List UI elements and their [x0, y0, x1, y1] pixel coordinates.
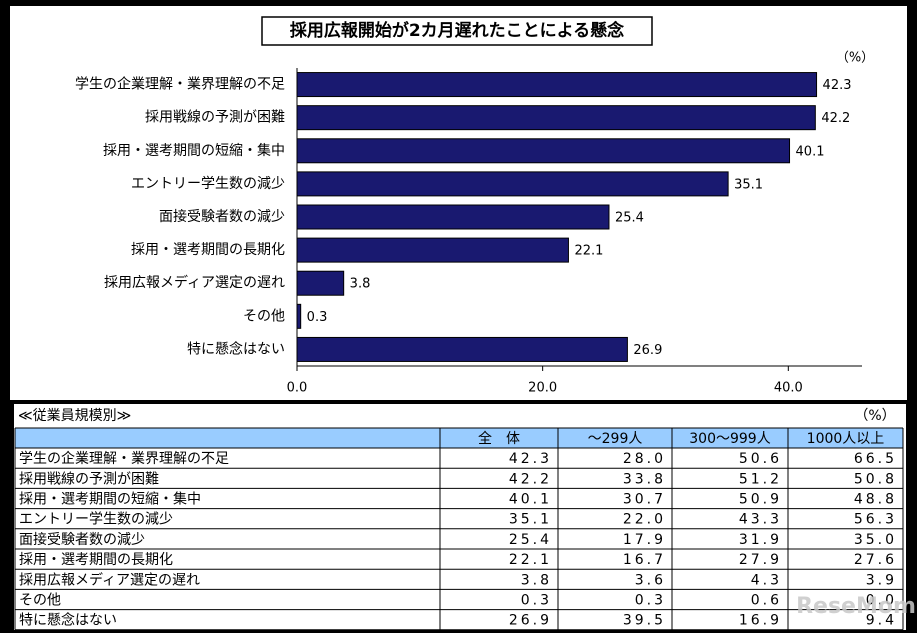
x-tick-label: 0.0 [287, 381, 308, 396]
chart-panel [10, 6, 907, 400]
cell-value: 16.7 [623, 552, 666, 568]
value-label: 26.9 [633, 343, 662, 358]
watermark: ReseMom [796, 594, 916, 619]
category-label: 学生の企業理解・業界理解の不足 [75, 76, 285, 93]
title-box [261, 16, 653, 46]
value-label: 3.8 [350, 277, 371, 292]
cell-value: 3.6 [635, 572, 666, 588]
column-header: ～299人 [588, 431, 643, 447]
bar [296, 237, 569, 263]
category-label: 採用・選考期間の長期化 [131, 242, 285, 258]
table-caption: ≪従業員規模別≫ [18, 408, 131, 424]
bar [296, 105, 816, 131]
cell-value: 50.8 [854, 471, 897, 487]
bar [296, 171, 729, 197]
value-label: 42.3 [823, 78, 852, 93]
bar [296, 270, 345, 296]
category-label: 採用戦線の予測が困難 [145, 110, 285, 126]
cell-value: 4.3 [751, 572, 782, 588]
cell-value: 31.9 [739, 532, 782, 548]
cell-value: 0.0 [866, 593, 897, 609]
cell-value: 35.0 [854, 532, 897, 548]
cell-value: 42.2 [509, 471, 552, 487]
x-tick-label: 20.0 [528, 381, 557, 396]
bar [296, 204, 610, 230]
category-label: 採用広報メディア選定の遅れ [104, 274, 285, 291]
value-label: 22.1 [574, 244, 603, 259]
bar [296, 72, 818, 98]
cell-value: 22.1 [509, 552, 552, 568]
value-label: 42.2 [821, 111, 850, 126]
cell-value: 50.6 [739, 451, 782, 467]
header-row [15, 428, 903, 448]
cell-value: 27.9 [739, 552, 782, 568]
value-label: 25.4 [615, 211, 644, 226]
cell-value: 3.9 [866, 572, 897, 588]
cell-value: 28.0 [623, 451, 666, 467]
cell-value: 9.4 [866, 613, 897, 629]
chart-title: 採用広報開始が2カ月遅れたことによる懸念 [290, 20, 624, 41]
bar [296, 138, 791, 164]
unit-label: （%） [836, 51, 874, 66]
cell-value: 16.9 [739, 613, 782, 629]
value-label: 0.3 [307, 310, 328, 325]
column-header: 1000人以上 [807, 431, 885, 447]
cell-value: 66.5 [854, 451, 897, 467]
row-label: 面接受験者数の減少 [19, 531, 145, 548]
row-label: 特に懸念はない [19, 612, 117, 629]
cell-value: 17.9 [623, 532, 666, 548]
row-label: 学生の企業理解・業界理解の不足 [19, 450, 229, 467]
cell-value: 0.3 [635, 593, 666, 609]
cell-value: 35.1 [509, 512, 552, 528]
category-label: 面接受験者数の減少 [159, 208, 285, 225]
value-label: 35.1 [734, 177, 763, 192]
cell-value: 51.2 [739, 471, 782, 487]
cell-value: 50.9 [739, 492, 782, 508]
cell-value: 40.1 [509, 492, 552, 508]
row-label: エントリー学生数の減少 [19, 511, 173, 528]
cell-value: 22.0 [623, 512, 666, 528]
cell-value: 27.6 [854, 552, 897, 568]
category-label: 特に懸念はない [187, 340, 285, 357]
column-header: 300～999人 [689, 431, 770, 447]
cell-value: 0.3 [521, 593, 552, 609]
row-label: 採用・選考期間の長期化 [19, 552, 173, 568]
cell-value: 3.8 [521, 572, 552, 588]
value-label: 40.1 [796, 144, 825, 159]
row-label: 採用広報メディア選定の遅れ [19, 571, 200, 588]
cell-value: 26.9 [509, 613, 552, 629]
cell-value: 33.8 [623, 471, 666, 487]
x-tick-label: 40.0 [774, 381, 803, 396]
cell-value: 48.8 [854, 492, 897, 508]
cell-value: 43.3 [739, 512, 782, 528]
row-label: 採用・選考期間の短縮・集中 [19, 491, 201, 508]
category-label: エントリー学生数の減少 [131, 175, 285, 192]
category-label: その他 [243, 308, 285, 324]
row-label: 採用戦線の予測が困難 [19, 471, 159, 487]
cell-value: 0.6 [751, 593, 782, 609]
bar [296, 336, 628, 362]
cell-value: 30.7 [623, 492, 666, 508]
cell-value: 39.5 [623, 613, 666, 629]
cell-value: 42.3 [509, 451, 552, 467]
cell-value: 25.4 [509, 532, 552, 548]
category-label: 採用・選考期間の短縮・集中 [103, 142, 285, 159]
cell-value: 56.3 [854, 512, 897, 528]
bar [296, 303, 302, 329]
table-unit: （%） [854, 408, 895, 424]
row-label: その他 [19, 593, 61, 609]
column-header: 全 体 [478, 430, 520, 447]
